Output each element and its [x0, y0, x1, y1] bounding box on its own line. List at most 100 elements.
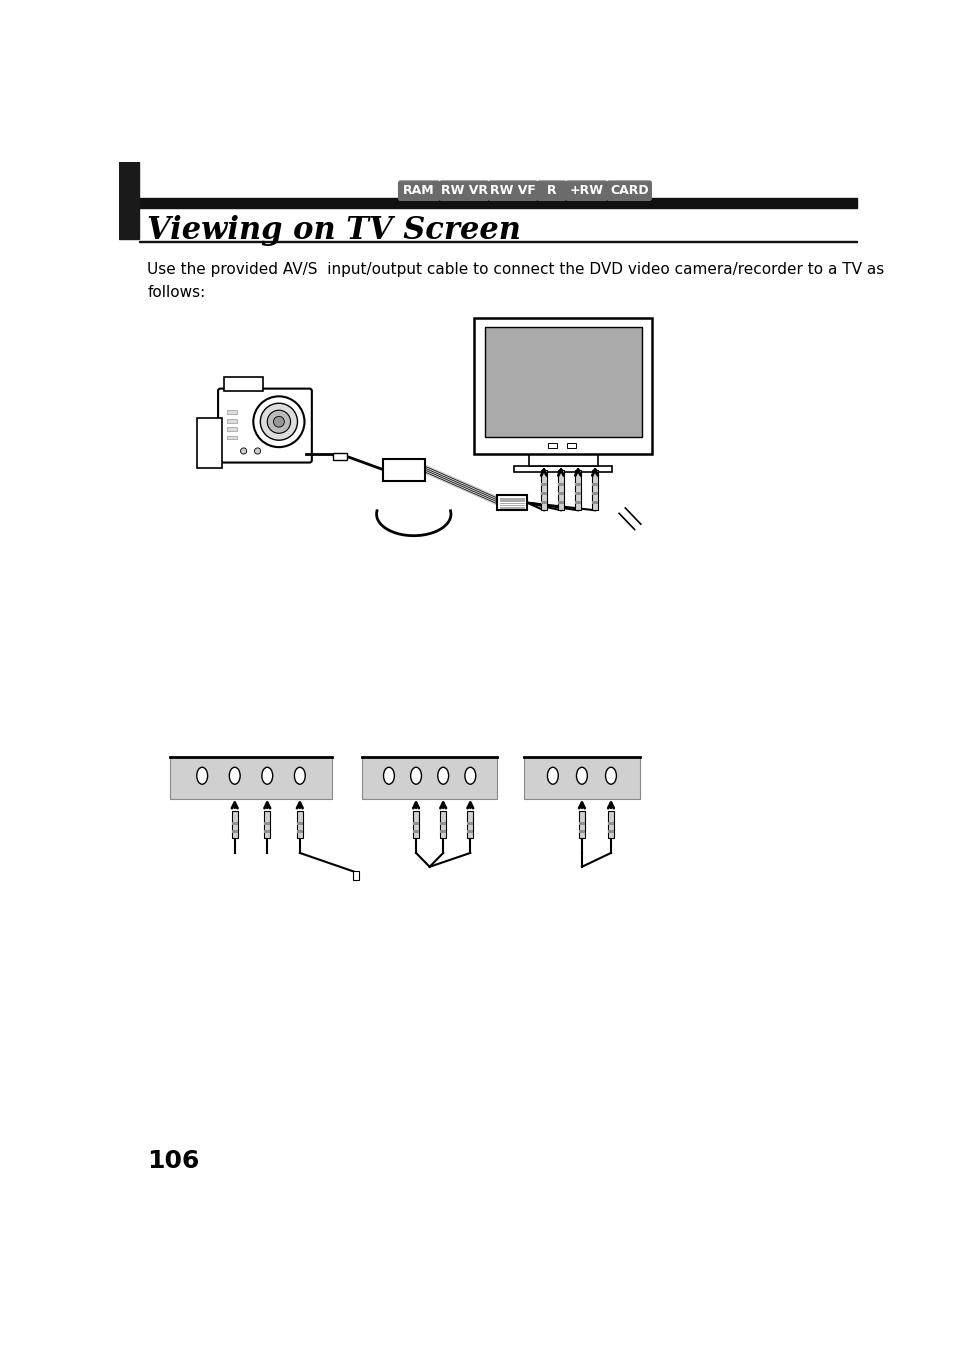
- Bar: [578, 830, 584, 833]
- Bar: [558, 492, 563, 495]
- Ellipse shape: [464, 768, 476, 784]
- Bar: [540, 502, 546, 504]
- Ellipse shape: [410, 768, 421, 784]
- Ellipse shape: [229, 768, 240, 784]
- Bar: [578, 822, 584, 825]
- Circle shape: [260, 403, 297, 441]
- Bar: [413, 811, 418, 837]
- Bar: [170, 757, 332, 799]
- Bar: [592, 483, 598, 485]
- Bar: [558, 483, 563, 485]
- Ellipse shape: [576, 768, 587, 784]
- Bar: [296, 822, 303, 825]
- Bar: [224, 377, 263, 391]
- Bar: [467, 830, 473, 833]
- Bar: [467, 811, 473, 837]
- Circle shape: [254, 448, 260, 454]
- Bar: [232, 811, 237, 837]
- FancyBboxPatch shape: [439, 181, 488, 200]
- Circle shape: [253, 396, 304, 448]
- Ellipse shape: [294, 768, 305, 784]
- Bar: [540, 483, 546, 485]
- Bar: [575, 502, 580, 504]
- Bar: [296, 811, 303, 837]
- Bar: [578, 811, 584, 837]
- Bar: [607, 811, 614, 837]
- FancyBboxPatch shape: [218, 388, 312, 462]
- Ellipse shape: [547, 768, 558, 784]
- Bar: [439, 811, 446, 837]
- Bar: [264, 811, 270, 837]
- Bar: [232, 822, 237, 825]
- Bar: [575, 492, 580, 495]
- Bar: [264, 822, 270, 825]
- Bar: [232, 830, 237, 833]
- FancyBboxPatch shape: [606, 181, 651, 200]
- Circle shape: [240, 448, 247, 454]
- Bar: [497, 495, 526, 510]
- Bar: [514, 465, 612, 472]
- Bar: [540, 492, 546, 495]
- Text: Viewing on TV Screen: Viewing on TV Screen: [147, 215, 520, 246]
- Bar: [227, 427, 237, 431]
- Bar: [197, 418, 222, 468]
- Ellipse shape: [196, 768, 208, 784]
- FancyBboxPatch shape: [537, 181, 565, 200]
- Bar: [499, 504, 524, 507]
- Bar: [353, 871, 358, 880]
- FancyBboxPatch shape: [488, 181, 537, 200]
- Text: RW VF: RW VF: [490, 184, 536, 197]
- Bar: [540, 470, 546, 510]
- Bar: [296, 830, 303, 833]
- Bar: [607, 830, 614, 833]
- Ellipse shape: [261, 768, 273, 784]
- Bar: [484, 327, 641, 437]
- Bar: [558, 470, 563, 510]
- Text: CARD: CARD: [609, 184, 648, 197]
- Circle shape: [267, 410, 291, 433]
- Circle shape: [274, 416, 284, 427]
- FancyBboxPatch shape: [565, 181, 606, 200]
- Bar: [558, 502, 563, 504]
- Text: RAM: RAM: [403, 184, 435, 197]
- Bar: [413, 830, 418, 833]
- Bar: [592, 492, 598, 495]
- Text: R: R: [546, 184, 556, 197]
- Bar: [139, 199, 856, 208]
- Bar: [523, 757, 639, 799]
- Text: +RW: +RW: [569, 184, 603, 197]
- Bar: [474, 318, 652, 454]
- Bar: [499, 507, 524, 508]
- Bar: [227, 435, 237, 439]
- Bar: [499, 498, 524, 499]
- Bar: [139, 241, 856, 242]
- Bar: [361, 757, 497, 799]
- Bar: [567, 442, 576, 448]
- Bar: [467, 822, 473, 825]
- Ellipse shape: [437, 768, 448, 784]
- Bar: [413, 822, 418, 825]
- Bar: [592, 470, 598, 510]
- Text: Use the provided AV/S  input/output cable to connect the DVD video camera/record: Use the provided AV/S input/output cable…: [147, 262, 883, 300]
- Text: 106: 106: [147, 1149, 199, 1174]
- Bar: [227, 419, 237, 423]
- Ellipse shape: [605, 768, 616, 784]
- Bar: [119, 162, 139, 239]
- Bar: [547, 442, 557, 448]
- Bar: [382, 460, 425, 481]
- Bar: [499, 500, 524, 502]
- Bar: [499, 503, 524, 504]
- Bar: [575, 483, 580, 485]
- Ellipse shape: [383, 768, 394, 784]
- Bar: [439, 830, 446, 833]
- Bar: [575, 470, 580, 510]
- Bar: [264, 830, 270, 833]
- Text: RW VR: RW VR: [440, 184, 487, 197]
- Bar: [529, 454, 597, 465]
- Bar: [439, 822, 446, 825]
- Bar: [333, 453, 346, 460]
- Bar: [607, 822, 614, 825]
- Bar: [227, 410, 237, 414]
- FancyBboxPatch shape: [398, 181, 439, 200]
- Bar: [592, 502, 598, 504]
